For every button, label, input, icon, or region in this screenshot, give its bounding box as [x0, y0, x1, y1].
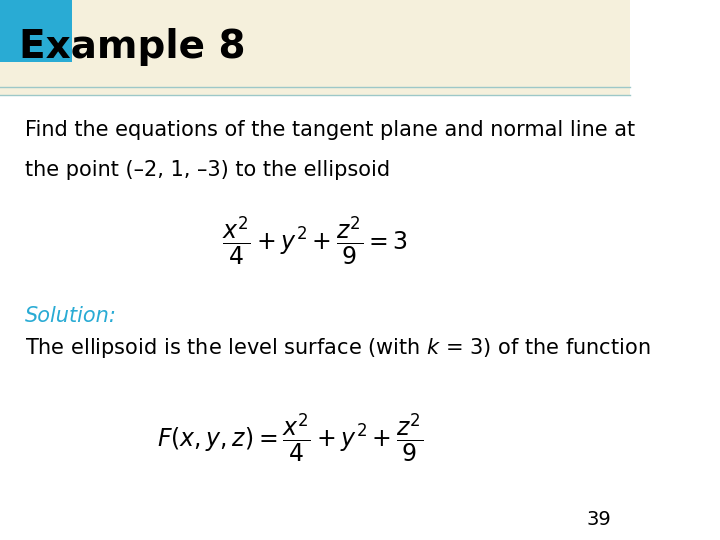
FancyBboxPatch shape	[0, 0, 73, 62]
Text: 39: 39	[586, 510, 611, 529]
Text: Solution:: Solution:	[25, 306, 117, 326]
Text: Find the equations of the tangent plane and normal line at: Find the equations of the tangent plane …	[25, 119, 635, 140]
Text: $F(x, y, z) = \dfrac{x^2}{4} + y^2 + \dfrac{z^2}{9}$: $F(x, y, z) = \dfrac{x^2}{4} + y^2 + \df…	[157, 411, 423, 464]
Text: The ellipsoid is the level surface (with $k$ = 3) of the function: The ellipsoid is the level surface (with…	[25, 336, 651, 360]
FancyBboxPatch shape	[0, 0, 630, 94]
Text: $\dfrac{x^2}{4} + y^2 + \dfrac{z^2}{9} = 3$: $\dfrac{x^2}{4} + y^2 + \dfrac{z^2}{9} =…	[222, 214, 408, 267]
Text: the point (–2, 1, –3) to the ellipsoid: the point (–2, 1, –3) to the ellipsoid	[25, 160, 390, 180]
Text: Example 8: Example 8	[19, 28, 246, 66]
